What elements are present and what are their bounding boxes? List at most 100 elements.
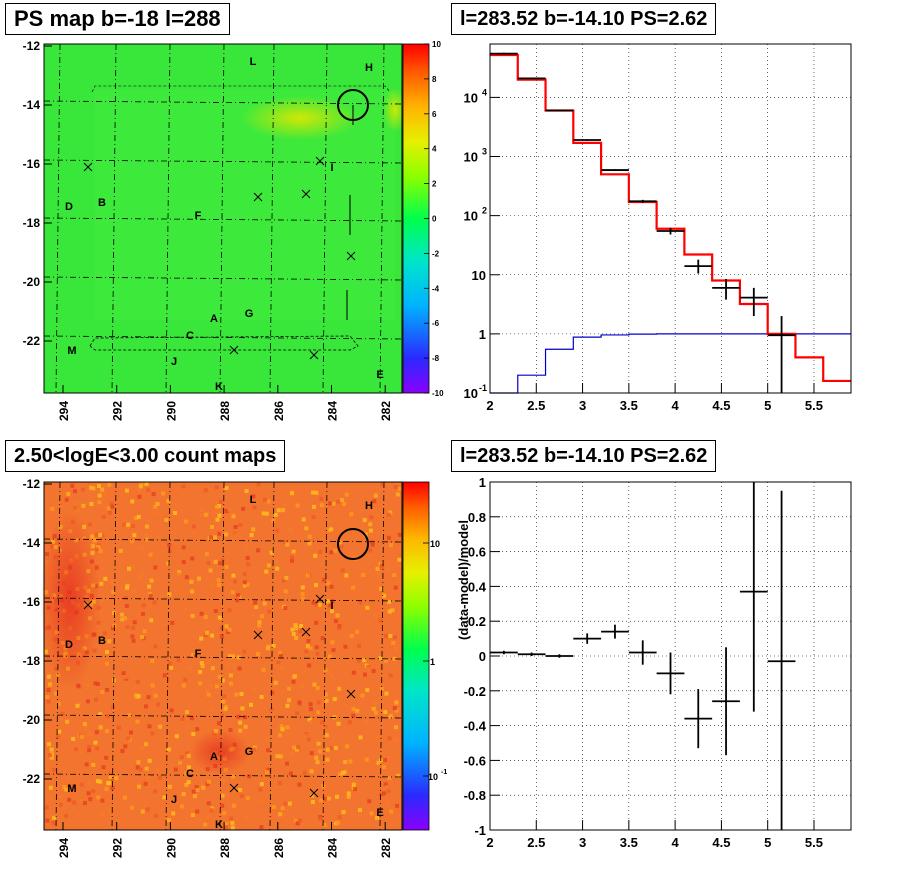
count-map-pixel [297, 782, 302, 787]
count-map-pixel [210, 633, 215, 638]
count-map-pixel [94, 532, 99, 537]
colorbar-label: -10 [432, 389, 444, 398]
count-map-pixel [386, 535, 391, 540]
count-map-pixel [287, 801, 292, 806]
count-map-pixel [225, 793, 230, 798]
count-map-pixel [167, 808, 172, 813]
map-xtick-label: 290 [164, 401, 178, 421]
count-map-pixel [166, 499, 171, 504]
count-map-pixel [316, 710, 321, 715]
map-region-label: H [365, 62, 373, 74]
map-ytick-label: -16 [23, 157, 41, 171]
map-grid-meridian [165, 43, 171, 394]
count-map-pixel [114, 697, 119, 702]
count-map-pixel [387, 776, 392, 780]
count-map-pixel [278, 754, 283, 759]
count-map-pixel [44, 805, 49, 810]
colorbar-label: 4 [432, 145, 437, 154]
y-tick-label: 0.2 [468, 614, 486, 629]
count-map-pixel [92, 648, 97, 653]
count-map-pixel [356, 658, 361, 663]
count-map-pixel [72, 800, 77, 805]
count-map-pixel [106, 713, 111, 718]
count-map-pixel [326, 599, 331, 604]
map-ytick-label: -12 [23, 477, 41, 491]
count-map-pixel [230, 825, 235, 830]
count-map-pixel [300, 684, 305, 689]
count-map-pixel [375, 774, 379, 779]
count-map-pixel [101, 515, 106, 519]
count-map-pixel [337, 815, 342, 820]
count-map-pixel [203, 633, 208, 638]
count-map-pixel [183, 607, 188, 612]
count-map-pixel [274, 558, 279, 563]
colorbar-label: -1 [441, 769, 447, 776]
count-map-pixel [326, 796, 331, 801]
count-map-pixel [383, 782, 388, 787]
y-tick-label: 0.6 [468, 545, 486, 560]
count-map-pixel [263, 775, 268, 780]
count-map-pixel [204, 551, 209, 556]
count-map-pixel [49, 747, 54, 752]
count-target-circle [337, 528, 369, 560]
count-map-pixel [136, 760, 141, 765]
count-map-pixel [266, 499, 271, 504]
count-map-pixel [241, 506, 246, 511]
count-map-pixel [309, 769, 314, 774]
count-map-pixel [253, 600, 257, 605]
count-map-pixel [109, 501, 114, 506]
count-map-pixel [277, 781, 282, 786]
count-map-pixel [190, 589, 194, 594]
count-map-pixel [288, 528, 293, 532]
count-map-pixel [392, 706, 397, 711]
count-map-pixel [158, 724, 163, 729]
count-map-pixel [154, 510, 159, 515]
count-map-pixel [220, 678, 225, 683]
count-map-pixel [269, 550, 274, 555]
count-map-pixel [309, 720, 314, 724]
count-map-pixel [392, 656, 397, 661]
colorbar-label: 10 [428, 772, 438, 782]
count-map-pixel [271, 643, 276, 648]
map-region-label: G [245, 308, 254, 320]
count-map-pixel [162, 795, 167, 800]
count-map-pixel [55, 735, 60, 740]
count-map-pixel [395, 803, 400, 808]
map-region-label: L [250, 494, 257, 506]
count-map-pixel [60, 504, 65, 509]
count-map-pixel [341, 810, 346, 815]
map-ytick-label: -18 [23, 216, 41, 230]
count-map-pixel [87, 522, 92, 527]
count-map-pixel [184, 771, 189, 776]
count-map-pixel [388, 510, 393, 515]
count-map-pixel [120, 749, 125, 753]
count-map-pixel [136, 488, 141, 493]
map-region-label: D [65, 201, 73, 213]
count-map-pixel [319, 496, 324, 501]
count-map-pixel [280, 666, 285, 671]
count-map-pixel [224, 486, 229, 490]
count-map-pixel [317, 749, 322, 754]
count-map-pixel [138, 484, 143, 489]
y-tick-label: 10 [464, 386, 478, 401]
count-map-pixel [173, 767, 178, 772]
count-map-pixel [149, 618, 154, 623]
map-grid-meridian [379, 481, 385, 831]
count-map-pixel [320, 562, 325, 567]
count-map-pixel [285, 761, 289, 766]
count-map-pixel [54, 702, 59, 707]
count-map-pixel [123, 675, 128, 680]
count-map-pixel [379, 792, 384, 797]
count-map-pixel [378, 656, 383, 661]
count-map-pixel [300, 596, 305, 601]
count-map-pixel [368, 548, 373, 553]
count-map-pixel [88, 797, 93, 802]
count-map-pixel [324, 733, 329, 738]
count-map-pixel [261, 667, 266, 672]
count-map-pixel [346, 794, 351, 799]
count-map-pixel [100, 487, 105, 492]
count-map-pixel [150, 731, 155, 736]
count-map-pixel [312, 682, 317, 687]
